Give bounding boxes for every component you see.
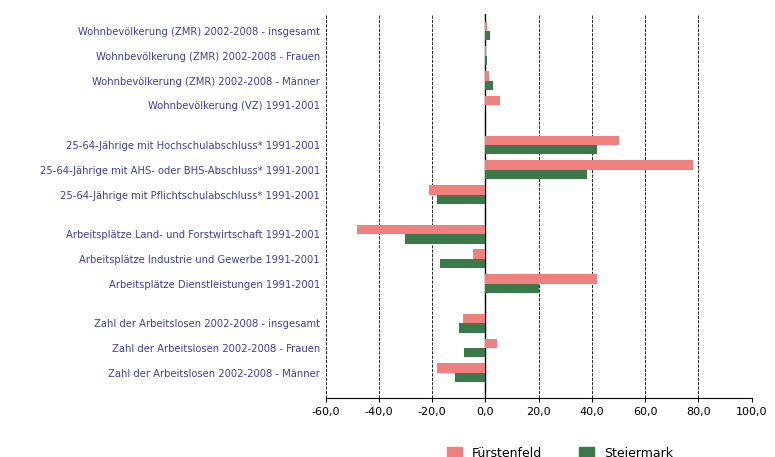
Bar bbox=[485, 339, 498, 348]
Bar bbox=[437, 363, 485, 373]
Bar bbox=[485, 47, 486, 56]
Bar bbox=[440, 259, 485, 268]
Bar bbox=[485, 145, 598, 154]
Bar bbox=[459, 323, 485, 333]
Bar bbox=[405, 234, 485, 244]
Bar bbox=[485, 56, 487, 65]
Bar bbox=[474, 250, 485, 259]
Bar bbox=[485, 274, 598, 284]
Bar bbox=[485, 21, 487, 31]
Bar bbox=[437, 195, 485, 204]
Bar bbox=[463, 314, 485, 323]
Legend: Fürstenfeld, Steiermark: Fürstenfeld, Steiermark bbox=[442, 442, 678, 457]
Bar bbox=[429, 185, 485, 195]
Bar bbox=[464, 348, 485, 357]
Bar bbox=[485, 80, 493, 90]
Bar bbox=[485, 284, 539, 293]
Bar bbox=[485, 31, 490, 41]
Bar bbox=[357, 225, 485, 234]
Bar bbox=[455, 373, 485, 382]
Bar bbox=[485, 160, 693, 170]
Bar bbox=[485, 170, 587, 179]
Bar bbox=[485, 96, 500, 106]
Bar bbox=[485, 136, 618, 145]
Bar bbox=[485, 71, 489, 80]
